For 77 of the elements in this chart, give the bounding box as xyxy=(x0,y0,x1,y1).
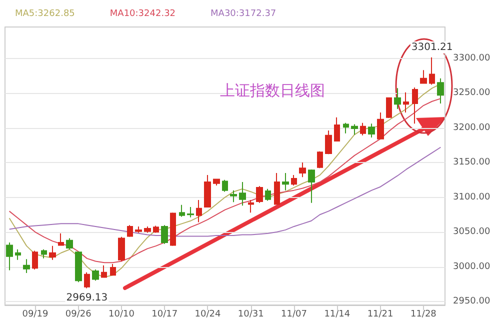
candlestick xyxy=(274,172,280,205)
candlestick xyxy=(75,250,82,283)
text: MA10:3242.32 xyxy=(110,9,176,19)
x-tick-label: 10/24 xyxy=(194,310,221,320)
y-tick-label: 3300.00 xyxy=(453,53,490,64)
y-tick-label: 3000.00 xyxy=(453,262,490,272)
candlestick xyxy=(135,226,142,234)
y-tick-label: 3050.00 xyxy=(453,227,490,238)
candlestick xyxy=(187,206,194,218)
candlestick xyxy=(170,212,176,246)
candlestick xyxy=(334,116,340,142)
candlestick xyxy=(213,178,220,186)
candlestick xyxy=(58,232,64,246)
candlestick xyxy=(84,272,90,289)
candlestick xyxy=(153,225,159,234)
candlestick xyxy=(256,186,263,204)
y-tick-label: 3150.00 xyxy=(453,158,490,168)
y-tick-label: 3200.00 xyxy=(453,122,490,133)
y-tick-label: 3250.00 xyxy=(453,88,490,98)
candlestick xyxy=(15,248,21,260)
x-tick-label: 11/14 xyxy=(324,310,350,320)
x-tick-label: 10/31 xyxy=(238,310,264,320)
x-tick-label: 11/21 xyxy=(367,310,394,320)
candlestick xyxy=(179,204,185,218)
candlestick xyxy=(394,88,401,110)
x-tick-label: 10/17 xyxy=(152,310,178,320)
candlestick xyxy=(204,174,211,208)
candlestick xyxy=(118,236,125,262)
annotation: 3301.21 xyxy=(411,42,453,53)
candlestick xyxy=(291,174,297,186)
candlestick xyxy=(32,250,38,270)
candlestick xyxy=(282,172,289,191)
candlestick xyxy=(161,224,168,244)
y-tick-label: 2950.00 xyxy=(453,296,490,307)
candlestick xyxy=(317,150,323,169)
text: 上证指数日线图 xyxy=(220,82,325,100)
candlestick xyxy=(429,56,435,86)
candlestick xyxy=(265,188,271,202)
candlestick xyxy=(420,70,427,84)
candlestick xyxy=(386,97,392,119)
candlestick xyxy=(351,124,358,136)
candlestick xyxy=(23,258,30,274)
candlestick xyxy=(377,112,384,140)
candlestick xyxy=(110,263,116,276)
candlestick xyxy=(299,162,306,178)
candlestick xyxy=(368,123,375,138)
y-tick-label: 3100.00 xyxy=(453,192,490,202)
candlestick xyxy=(222,179,228,192)
candlestick xyxy=(403,92,409,113)
line-series xyxy=(8,146,442,237)
candlestick xyxy=(196,200,202,223)
x-tick-label: 09/26 xyxy=(65,310,92,320)
candlestick xyxy=(101,264,107,278)
x-tick-label: 11/07 xyxy=(281,310,307,320)
x-tick-label: 10/10 xyxy=(108,310,135,320)
candlestick xyxy=(343,122,349,134)
x-tick-label: 11/28 xyxy=(410,310,437,320)
candlestick xyxy=(230,190,237,203)
candlestick xyxy=(6,242,13,271)
candlestick xyxy=(49,245,56,260)
candlestick xyxy=(92,269,99,282)
candlestick xyxy=(437,78,444,104)
candlestick xyxy=(412,86,418,124)
candlestick xyxy=(127,224,133,238)
text: MA5:3262.85 xyxy=(15,9,75,19)
candlestick xyxy=(308,168,315,204)
annotation: 2969.13 xyxy=(66,292,108,304)
text: MA30:3172.37 xyxy=(210,9,276,19)
x-tick-label: 09/19 xyxy=(22,310,48,320)
candlestick xyxy=(66,238,73,250)
candlestick xyxy=(360,122,366,136)
candlestick xyxy=(144,226,151,234)
candlestick xyxy=(41,248,47,259)
candlestick xyxy=(325,130,332,155)
candlestick xyxy=(248,200,254,214)
line-series xyxy=(8,98,442,264)
candlestick xyxy=(239,181,246,206)
